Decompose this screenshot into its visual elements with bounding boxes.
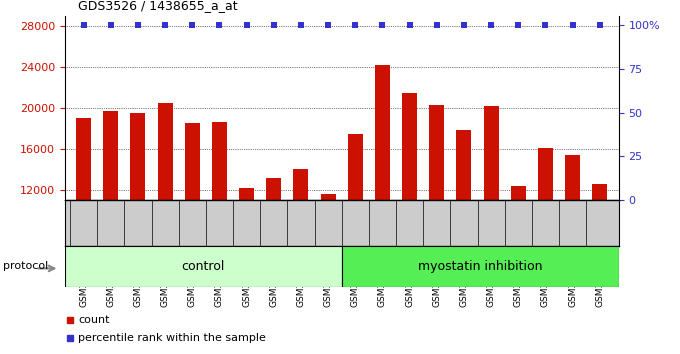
Bar — [212, 122, 227, 313]
Bar — [267, 177, 282, 313]
Bar — [565, 155, 580, 313]
Bar — [185, 123, 200, 313]
Bar — [511, 186, 526, 313]
Bar — [538, 148, 553, 313]
Text: myostatin inhibition: myostatin inhibition — [418, 260, 543, 273]
Bar — [239, 188, 254, 313]
Bar — [402, 93, 417, 313]
Bar — [103, 111, 118, 313]
Text: count: count — [78, 315, 110, 325]
Text: GDS3526 / 1438655_a_at: GDS3526 / 1438655_a_at — [78, 0, 238, 12]
Text: percentile rank within the sample: percentile rank within the sample — [78, 333, 267, 343]
Bar — [375, 65, 390, 313]
Bar — [131, 113, 146, 313]
Bar — [342, 246, 619, 287]
Bar — [321, 194, 336, 313]
Bar — [483, 106, 498, 313]
Text: control: control — [182, 260, 225, 273]
Bar — [65, 246, 342, 287]
Bar — [347, 133, 362, 313]
Bar — [592, 184, 607, 313]
Bar — [294, 169, 309, 313]
Bar — [429, 105, 444, 313]
Bar — [158, 103, 173, 313]
Bar — [456, 131, 471, 313]
Bar — [76, 118, 91, 313]
Text: protocol: protocol — [3, 261, 49, 272]
